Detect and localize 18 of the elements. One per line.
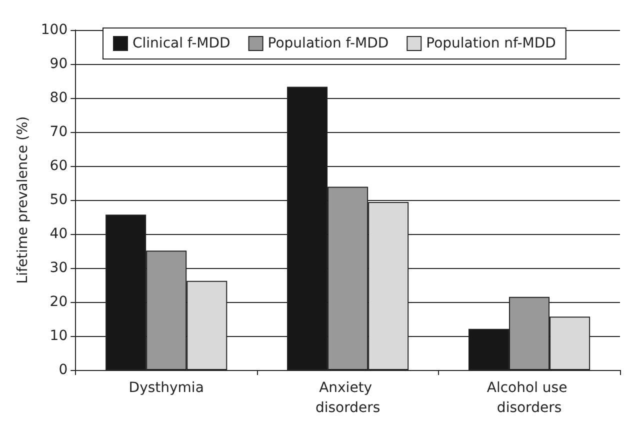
legend-label: Clinical f-MDD: [132, 36, 230, 52]
y-tick-label: 80: [50, 90, 68, 106]
y-tick-label: 90: [50, 56, 68, 72]
y-tick-label: 40: [50, 226, 68, 242]
legend-label: Population nf-MDD: [426, 36, 556, 52]
y-tick-label: 0: [58, 362, 68, 378]
y-tick-label: 60: [50, 158, 68, 174]
x-tick-label: Anxiety disorders: [315, 380, 380, 416]
y-tick-label: 50: [50, 192, 68, 208]
y-axis-title: Lifetime prevalence (%): [15, 116, 31, 284]
x-tick-label: Dysthymia: [128, 380, 204, 396]
y-tick-label: 70: [50, 124, 68, 140]
y-tick-label: 20: [50, 294, 68, 310]
y-tick-label: 10: [50, 328, 68, 344]
legend-label: Population f-MDD: [268, 36, 389, 52]
y-tick-label: 100: [40, 22, 68, 38]
x-tick-label: Alcohol use disorders: [486, 380, 572, 416]
y-tick-label: 30: [50, 260, 68, 276]
